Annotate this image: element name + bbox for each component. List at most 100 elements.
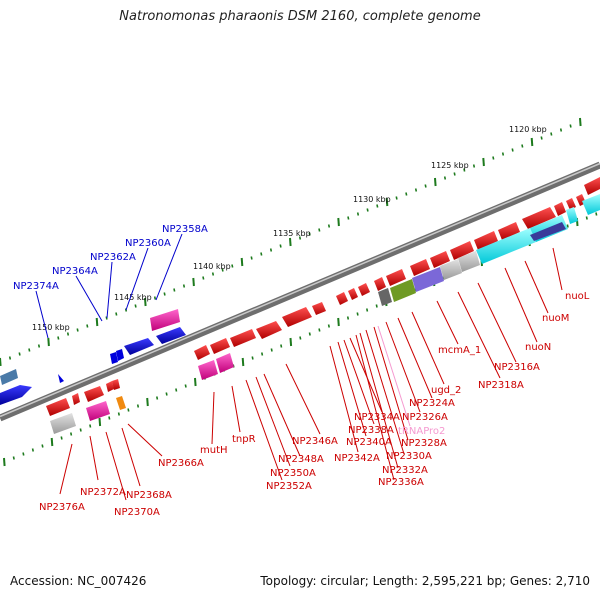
gene-label[interactable]: NP2318A	[478, 380, 524, 391]
minor-tick	[115, 312, 118, 316]
minor-tick	[356, 212, 360, 216]
gene-block-magenta	[216, 353, 234, 373]
gene-block-blue	[0, 385, 32, 405]
gene-block-green	[390, 279, 416, 302]
gene-label[interactable]: mcmA_1	[438, 345, 481, 356]
minor-tick	[405, 192, 408, 196]
gene-label[interactable]: NP2374A	[13, 281, 59, 292]
gene-label[interactable]: NP2330A	[386, 451, 432, 462]
gene-arrow-blue	[58, 374, 64, 383]
gene-label[interactable]: NP2346A	[292, 436, 338, 447]
minor-tick	[60, 436, 63, 440]
minor-tick	[376, 204, 379, 208]
gene-label[interactable]: NP2360A	[125, 238, 171, 249]
minor-tick	[569, 124, 572, 128]
gene-label[interactable]: NP2348A	[278, 454, 324, 465]
gene-label[interactable]: NP2362A	[90, 252, 136, 263]
minor-tick	[231, 264, 234, 268]
gene-label[interactable]: NP2328A	[401, 438, 447, 449]
gene-label[interactable]: NP2368A	[126, 490, 172, 501]
minor-tick	[260, 252, 263, 256]
gene-label[interactable]: NP2324A	[409, 398, 455, 409]
gene-arrow-red	[336, 292, 348, 305]
gene-label[interactable]: NP2342A	[334, 453, 380, 464]
gene-label[interactable]: NP2366A	[158, 458, 204, 469]
gene-label[interactable]: NP2372A	[80, 487, 126, 498]
minor-tick	[57, 336, 60, 340]
minor-tick	[182, 284, 186, 288]
gene-block-gray	[440, 259, 462, 280]
gene-label[interactable]: nuoM	[542, 313, 569, 324]
tick-label-1140: 1140 kbp	[193, 262, 231, 271]
minor-tick	[327, 224, 331, 228]
gene-label[interactable]: NP2338A	[348, 425, 394, 436]
minor-tick	[156, 396, 159, 400]
gene-label[interactable]: nuoL	[565, 291, 590, 302]
gene-label[interactable]: mutH	[200, 445, 228, 456]
gene-label[interactable]: NP2364A	[52, 266, 98, 277]
gene-arrow-blue	[116, 349, 124, 361]
minor-tick	[89, 424, 92, 428]
minor-tick	[8, 356, 12, 360]
gene-label[interactable]: tnpR	[232, 434, 256, 445]
major-tick	[289, 237, 292, 247]
minor-tick	[270, 348, 273, 352]
minor-tick	[511, 148, 514, 152]
gene-label[interactable]: NP2376A	[39, 502, 85, 513]
scale-tick-labels: 1120 kbp 1125 kbp 1130 kbp 1135 kbp 1140…	[32, 125, 547, 332]
minor-tick	[175, 388, 178, 392]
gene-label[interactable]: ugd_2	[431, 385, 461, 396]
minor-tick	[269, 248, 273, 252]
gene-block-magenta	[198, 360, 218, 380]
minor-tick	[308, 332, 311, 336]
minor-tick	[153, 296, 157, 300]
major-tick	[434, 177, 437, 187]
gene-label[interactable]: NP2340A	[346, 437, 392, 448]
major-tick	[192, 277, 195, 287]
minor-tick	[79, 428, 82, 432]
gene-label[interactable]: tRNAPro2	[398, 426, 445, 437]
minor-tick	[366, 208, 369, 212]
major-tick	[579, 117, 582, 127]
tick-label-1125: 1125 kbp	[431, 161, 469, 170]
gene-label[interactable]: NP2352A	[266, 481, 312, 492]
minor-tick	[550, 132, 553, 136]
gene-label[interactable]: nuoN	[525, 342, 551, 353]
gene-label[interactable]: NP2332A	[382, 465, 428, 476]
minor-tick	[221, 268, 224, 272]
tick-label-1145: 1145 kbp	[114, 293, 152, 302]
gene-labels-blue: NP2358A NP2360A NP2362A NP2364A NP2374A	[13, 224, 208, 292]
minor-tick	[12, 456, 15, 460]
minor-tick	[299, 336, 302, 340]
gene-label[interactable]: NP2334A	[354, 412, 400, 423]
major-tick	[3, 457, 6, 467]
gene-label[interactable]: NP2316A	[494, 362, 540, 373]
minor-tick	[261, 352, 264, 356]
major-tick	[241, 357, 245, 367]
gene-label[interactable]: NP2350A	[270, 468, 316, 479]
gene-arrow-red	[410, 259, 430, 276]
major-tick	[289, 337, 293, 347]
gene-block-blue	[156, 327, 186, 344]
minor-tick	[18, 352, 21, 356]
gene-label[interactable]: NP2336A	[378, 477, 424, 488]
minor-tick	[136, 404, 140, 408]
minor-tick	[559, 128, 563, 132]
reverse-strand-genes	[46, 177, 600, 434]
gene-block-magenta	[86, 401, 110, 421]
minor-tick	[37, 344, 41, 348]
major-tick	[0, 357, 2, 367]
minor-tick	[347, 216, 350, 220]
gene-arrow-red	[386, 269, 406, 286]
accession-text: Accession: NC_007426	[10, 574, 147, 588]
gene-label[interactable]: NP2370A	[114, 507, 160, 518]
gene-label[interactable]: NP2358A	[162, 224, 208, 235]
minor-tick	[165, 392, 168, 396]
minor-tick	[211, 272, 215, 276]
gene-arrow-red	[358, 283, 370, 296]
major-tick	[50, 437, 54, 447]
minor-tick	[173, 288, 176, 292]
gene-label[interactable]: NP2326A	[402, 412, 448, 423]
